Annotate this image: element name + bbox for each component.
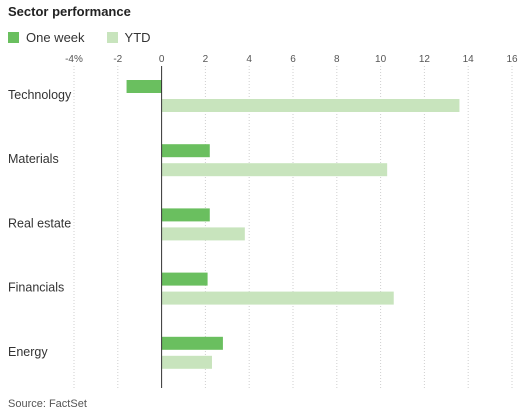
x-tick-label: -2 [113,54,122,65]
bar-one-week [161,208,210,222]
legend-label-one-week: One week [26,30,85,45]
legend-item-one-week: One week [8,30,85,45]
legend-swatch-ytd [106,32,118,43]
x-tick-label: 10 [375,54,387,65]
x-tick-label: 14 [463,54,475,65]
x-tick-label: 12 [419,54,431,65]
category-label: Materials [8,152,59,166]
legend-label-ytd: YTD [124,30,151,45]
x-tick-label: 2 [203,54,209,65]
bar-one-week [126,80,162,93]
x-tick-label: 16 [506,54,518,65]
x-tick-label: 0 [159,54,165,65]
chart-title: Sector performance [8,4,131,19]
bar-one-week [161,272,208,286]
bar-ytd [161,291,394,305]
category-label: Real estate [8,216,71,230]
bar-one-week [161,336,223,350]
x-tick-label: -4% [65,54,83,65]
bar-one-week [161,144,210,158]
bar-ytd [161,163,388,177]
category-label: Energy [8,345,48,359]
bar-ytd [161,227,245,241]
x-tick-label: 8 [334,54,340,65]
x-tick-label: 4 [246,54,252,65]
x-tick-label: 6 [290,54,296,65]
category-label: Technology [8,88,72,102]
legend-swatch-one-week [8,32,19,43]
bar-ytd [161,99,460,112]
bar-ytd [161,355,212,369]
legend: One week YTD [8,30,173,45]
category-label: Financials [8,281,64,295]
source-note: Source: FactSet [8,398,87,410]
legend-item-ytd: YTD [106,30,151,45]
